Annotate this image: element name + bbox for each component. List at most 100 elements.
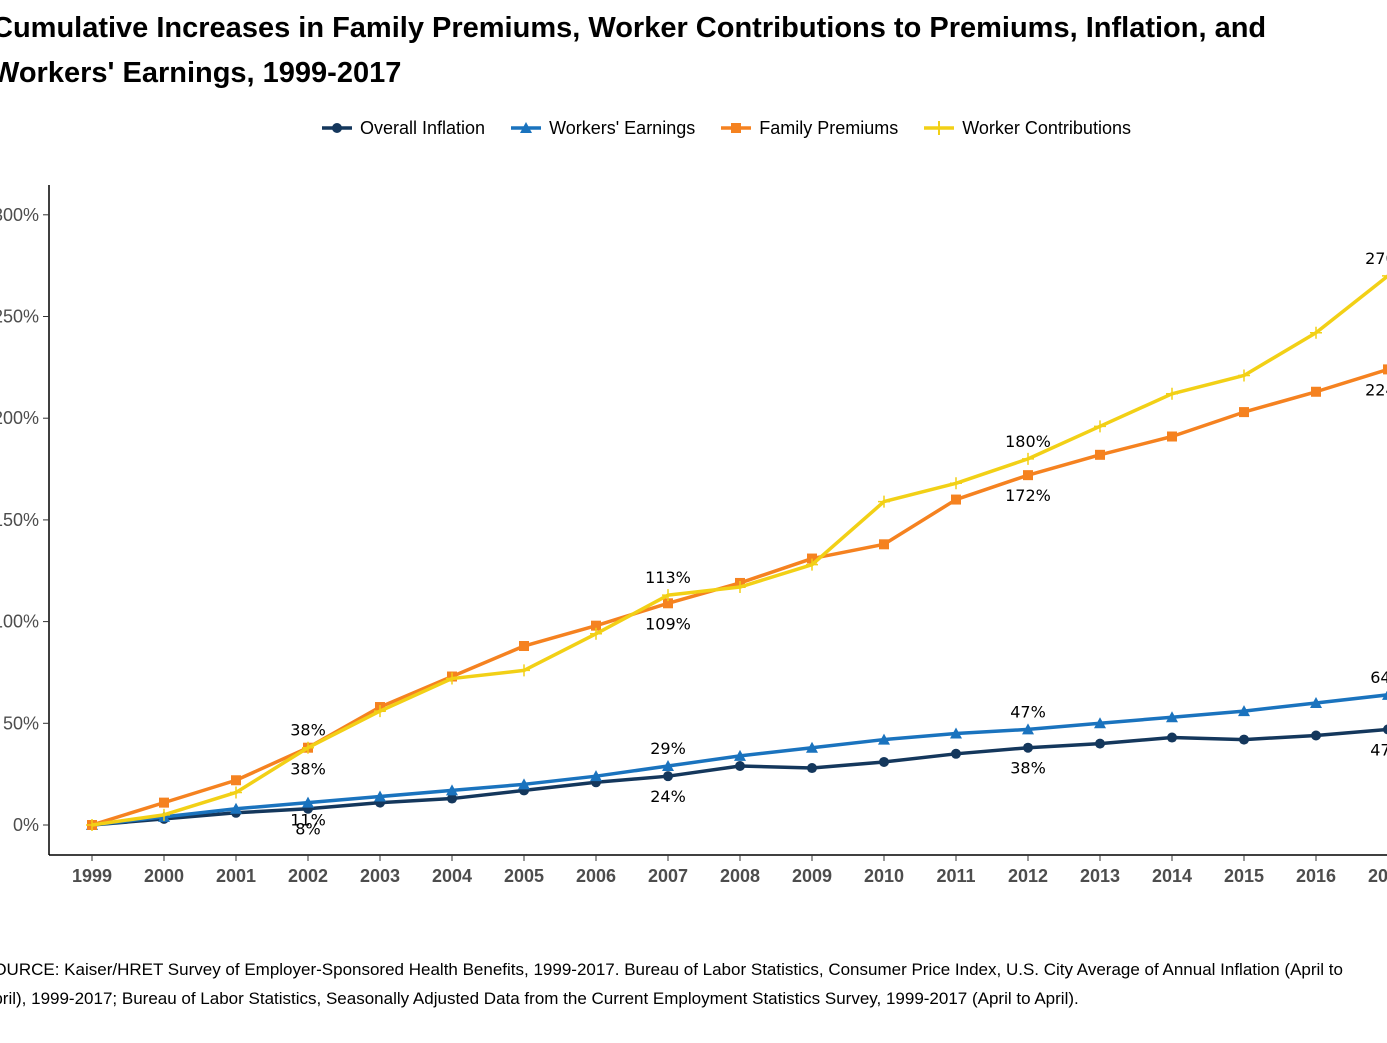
x-tick-label: 2003 bbox=[360, 866, 400, 886]
data-label: 8% bbox=[295, 820, 320, 839]
data-point bbox=[1311, 386, 1321, 397]
legend-item-family-premiums: Family Premiums bbox=[719, 118, 898, 139]
data-point bbox=[447, 793, 457, 804]
data-point bbox=[1382, 275, 1387, 277]
data-point bbox=[1095, 738, 1105, 749]
data-point bbox=[1023, 470, 1033, 481]
line-chart: 0% 50% 100% 150% 200% 250% 300% 1999 2000 2001 200… bbox=[0, 185, 1387, 886]
x-tick-label: 2007 bbox=[648, 866, 688, 886]
data-point bbox=[518, 778, 530, 790]
y-tick-label: 150% bbox=[0, 510, 39, 530]
data-point bbox=[879, 756, 889, 767]
x-tick-label: 2015 bbox=[1224, 866, 1264, 886]
data-point bbox=[734, 581, 746, 594]
data-point bbox=[374, 790, 386, 802]
x-tick-label: 2013 bbox=[1080, 866, 1120, 886]
y-tick-label: 100% bbox=[0, 612, 39, 632]
data-point bbox=[302, 741, 314, 754]
data-label: 38% bbox=[290, 760, 326, 779]
data-point bbox=[879, 539, 889, 550]
data-point bbox=[734, 749, 746, 761]
data-label: 47% bbox=[1010, 702, 1046, 721]
data-point bbox=[1166, 387, 1178, 400]
data-point bbox=[807, 763, 817, 774]
x-tick-label: 2014 bbox=[1152, 866, 1192, 886]
data-point bbox=[1167, 732, 1177, 743]
data-label: 270% bbox=[1365, 249, 1387, 268]
legend-label: Workers' Earnings bbox=[549, 117, 696, 138]
data-point bbox=[1239, 407, 1249, 418]
data-point bbox=[1310, 696, 1322, 708]
data-point bbox=[735, 761, 745, 772]
data-point bbox=[950, 477, 962, 490]
data-point bbox=[1311, 730, 1321, 741]
data-point bbox=[518, 664, 530, 677]
data-label: 47% bbox=[1370, 740, 1387, 759]
data-point bbox=[1166, 711, 1178, 723]
square-marker-icon bbox=[721, 123, 752, 133]
data-point bbox=[951, 748, 961, 759]
data-label: 109% bbox=[645, 614, 691, 633]
data-point bbox=[519, 641, 529, 652]
data-label: 38% bbox=[290, 721, 326, 740]
data-point bbox=[663, 598, 673, 609]
chart-title: Cumulative Increases in Family Premiums,… bbox=[0, 12, 1267, 89]
data-point bbox=[446, 672, 458, 685]
data-point bbox=[878, 495, 890, 508]
legend-item-overall-inflation: Overall Inflation bbox=[320, 118, 485, 139]
plus-marker-icon bbox=[924, 121, 955, 135]
data-point bbox=[1023, 742, 1033, 753]
legend-item-workers-earnings: Workers' Earnings bbox=[509, 118, 695, 139]
data-point bbox=[1095, 449, 1105, 460]
data-point bbox=[591, 620, 601, 631]
x-tick-label: 2000 bbox=[144, 866, 184, 886]
data-point bbox=[302, 796, 314, 808]
chart-legend: Overall Inflation Workers' Earnings Fami… bbox=[320, 115, 1155, 141]
data-label: 172% bbox=[1005, 486, 1051, 505]
data-point bbox=[1167, 431, 1177, 442]
data-point bbox=[446, 784, 458, 796]
source-note: SOURCE: Kaiser/HRET Survey of Employer-S… bbox=[0, 960, 1343, 1008]
data-point bbox=[1383, 364, 1387, 375]
data-point bbox=[806, 558, 818, 571]
circle-marker-icon bbox=[322, 123, 352, 133]
data-point bbox=[806, 741, 818, 753]
data-point bbox=[590, 770, 602, 782]
legend-label: Worker Contributions bbox=[962, 117, 1131, 138]
data-point bbox=[1238, 705, 1250, 717]
x-tick-label: 2001 bbox=[216, 866, 256, 886]
x-tick-label: 2010 bbox=[864, 866, 904, 886]
triangle-marker-icon bbox=[511, 122, 542, 133]
data-label: 113% bbox=[645, 568, 691, 587]
x-tick-label: 2016 bbox=[1296, 866, 1336, 886]
data-label: 11% bbox=[290, 811, 326, 830]
data-point bbox=[374, 705, 386, 718]
x-tick-label: 2011 bbox=[936, 866, 975, 886]
data-point bbox=[878, 733, 890, 745]
x-tick-label: 2002 bbox=[288, 866, 328, 886]
x-tick-label: 2004 bbox=[432, 866, 472, 886]
x-tick-label: 2005 bbox=[504, 866, 544, 886]
data-point bbox=[1094, 717, 1106, 729]
data-label: 180% bbox=[1005, 432, 1051, 451]
data-point bbox=[950, 727, 962, 739]
x-tick-label: 2012 bbox=[1008, 866, 1048, 886]
y-tick-label: 0% bbox=[13, 815, 39, 835]
y-tick-label: 300% bbox=[0, 205, 39, 225]
data-point bbox=[807, 553, 817, 564]
legend-item-worker-contributions: Worker Contributions bbox=[922, 118, 1131, 139]
x-tick-label: 2009 bbox=[792, 866, 832, 886]
data-point bbox=[951, 494, 961, 505]
data-point bbox=[230, 802, 242, 814]
data-point bbox=[590, 627, 602, 640]
data-point bbox=[1022, 452, 1034, 465]
y-tick-label: 50% bbox=[3, 713, 39, 733]
x-tick-label: 2008 bbox=[720, 866, 760, 886]
legend-label: Family Premiums bbox=[759, 117, 899, 138]
data-point bbox=[1238, 369, 1250, 382]
data-point bbox=[662, 760, 674, 772]
data-point bbox=[230, 786, 242, 799]
data-point bbox=[1310, 326, 1322, 339]
data-label: 224% bbox=[1365, 380, 1387, 399]
data-point bbox=[231, 775, 241, 786]
